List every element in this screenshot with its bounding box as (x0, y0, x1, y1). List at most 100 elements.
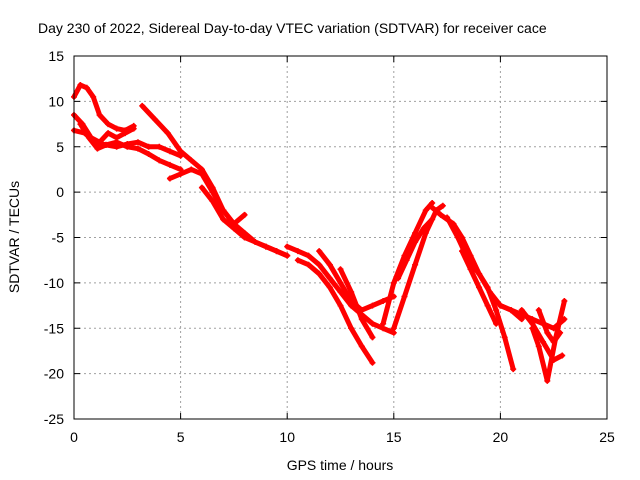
data-point (510, 366, 517, 373)
data-point (326, 284, 333, 291)
data-point (96, 111, 103, 118)
data-point (188, 157, 195, 164)
data-point (105, 121, 112, 128)
data-point (403, 257, 410, 264)
data-point (380, 320, 387, 327)
data-point (535, 343, 542, 350)
data-point (177, 148, 184, 155)
data-point (77, 121, 84, 128)
data-point (305, 261, 312, 268)
grid-lines (74, 56, 607, 419)
data-point (427, 202, 434, 209)
data-point (134, 145, 141, 152)
series-line-sat-i (295, 257, 375, 366)
data-point (508, 307, 515, 314)
series-line-sat-k (338, 266, 375, 340)
x-tick-label: 20 (493, 429, 509, 445)
data-point (369, 334, 376, 341)
y-tick-label: 10 (48, 93, 64, 109)
data-point (544, 377, 551, 384)
data-point (284, 252, 291, 259)
data-point (83, 84, 90, 91)
data-point (467, 266, 474, 273)
data-point (262, 243, 269, 250)
data-point (412, 229, 419, 236)
data-point (439, 202, 446, 209)
y-tick-label: -15 (44, 320, 64, 336)
data-point (90, 93, 97, 100)
data-point (337, 288, 344, 295)
data-point (358, 316, 365, 323)
data-point (348, 325, 355, 332)
data-point (305, 252, 312, 259)
data-point (493, 307, 500, 314)
x-tick-label: 0 (70, 429, 78, 445)
data-point (401, 293, 408, 300)
data-point (145, 143, 152, 150)
data-point (209, 198, 216, 205)
series-line-sat-f (167, 166, 290, 259)
data-point (105, 130, 112, 137)
data-point (493, 320, 500, 327)
data-point (316, 248, 323, 255)
data-point (220, 216, 227, 223)
data-point (252, 239, 259, 246)
data-point (337, 266, 344, 273)
data-point (348, 288, 355, 295)
data-point (529, 325, 536, 332)
data-point (294, 248, 301, 255)
data-point (139, 102, 146, 109)
data-point (294, 257, 301, 264)
chart-title: Day 230 of 2022, Sidereal Day-to-day VTE… (38, 20, 547, 36)
data-point (113, 139, 120, 146)
x-tick-label: 10 (279, 429, 295, 445)
data-point (454, 234, 461, 241)
data-point (166, 148, 173, 155)
data-point (540, 338, 547, 345)
data-point (557, 329, 564, 336)
data-point (420, 225, 427, 232)
y-tick-label: -25 (44, 411, 64, 427)
data-point (145, 151, 152, 158)
data-point (326, 275, 333, 282)
data-point (94, 145, 101, 152)
data-point (220, 207, 227, 214)
data-point (164, 130, 171, 137)
y-tick-label: 15 (48, 48, 64, 64)
data-point (501, 334, 508, 341)
data-point (476, 284, 483, 291)
data-point (369, 302, 376, 309)
data-point (561, 298, 568, 305)
data-point (412, 239, 419, 246)
data-point (284, 243, 291, 250)
series-line-sat-t (529, 298, 567, 384)
data-point (484, 302, 491, 309)
data-point (316, 261, 323, 268)
data-point (241, 211, 248, 218)
data-point (177, 170, 184, 177)
data-point (550, 338, 557, 345)
data-point (390, 279, 397, 286)
data-point (241, 234, 248, 241)
data-point (459, 248, 466, 255)
data-point (122, 130, 129, 137)
data-point (422, 207, 429, 214)
x-tick-label: 15 (386, 429, 402, 445)
data-point (337, 279, 344, 286)
data-point (198, 184, 205, 191)
data-point (476, 270, 483, 277)
data-point (102, 141, 109, 148)
data-point (337, 302, 344, 309)
data-point (544, 329, 551, 336)
x-tick-label: 5 (177, 429, 185, 445)
data-point (369, 359, 376, 366)
series-line-sat-u (536, 307, 563, 345)
data-point (77, 82, 84, 89)
y-tick-label: -20 (44, 366, 64, 382)
x-axis-title: GPS time / hours (287, 457, 394, 473)
data-point (230, 225, 237, 232)
data-point (518, 307, 525, 314)
data-point (166, 161, 173, 168)
x-ticks: 0 5 10 15 20 25 (70, 56, 615, 445)
